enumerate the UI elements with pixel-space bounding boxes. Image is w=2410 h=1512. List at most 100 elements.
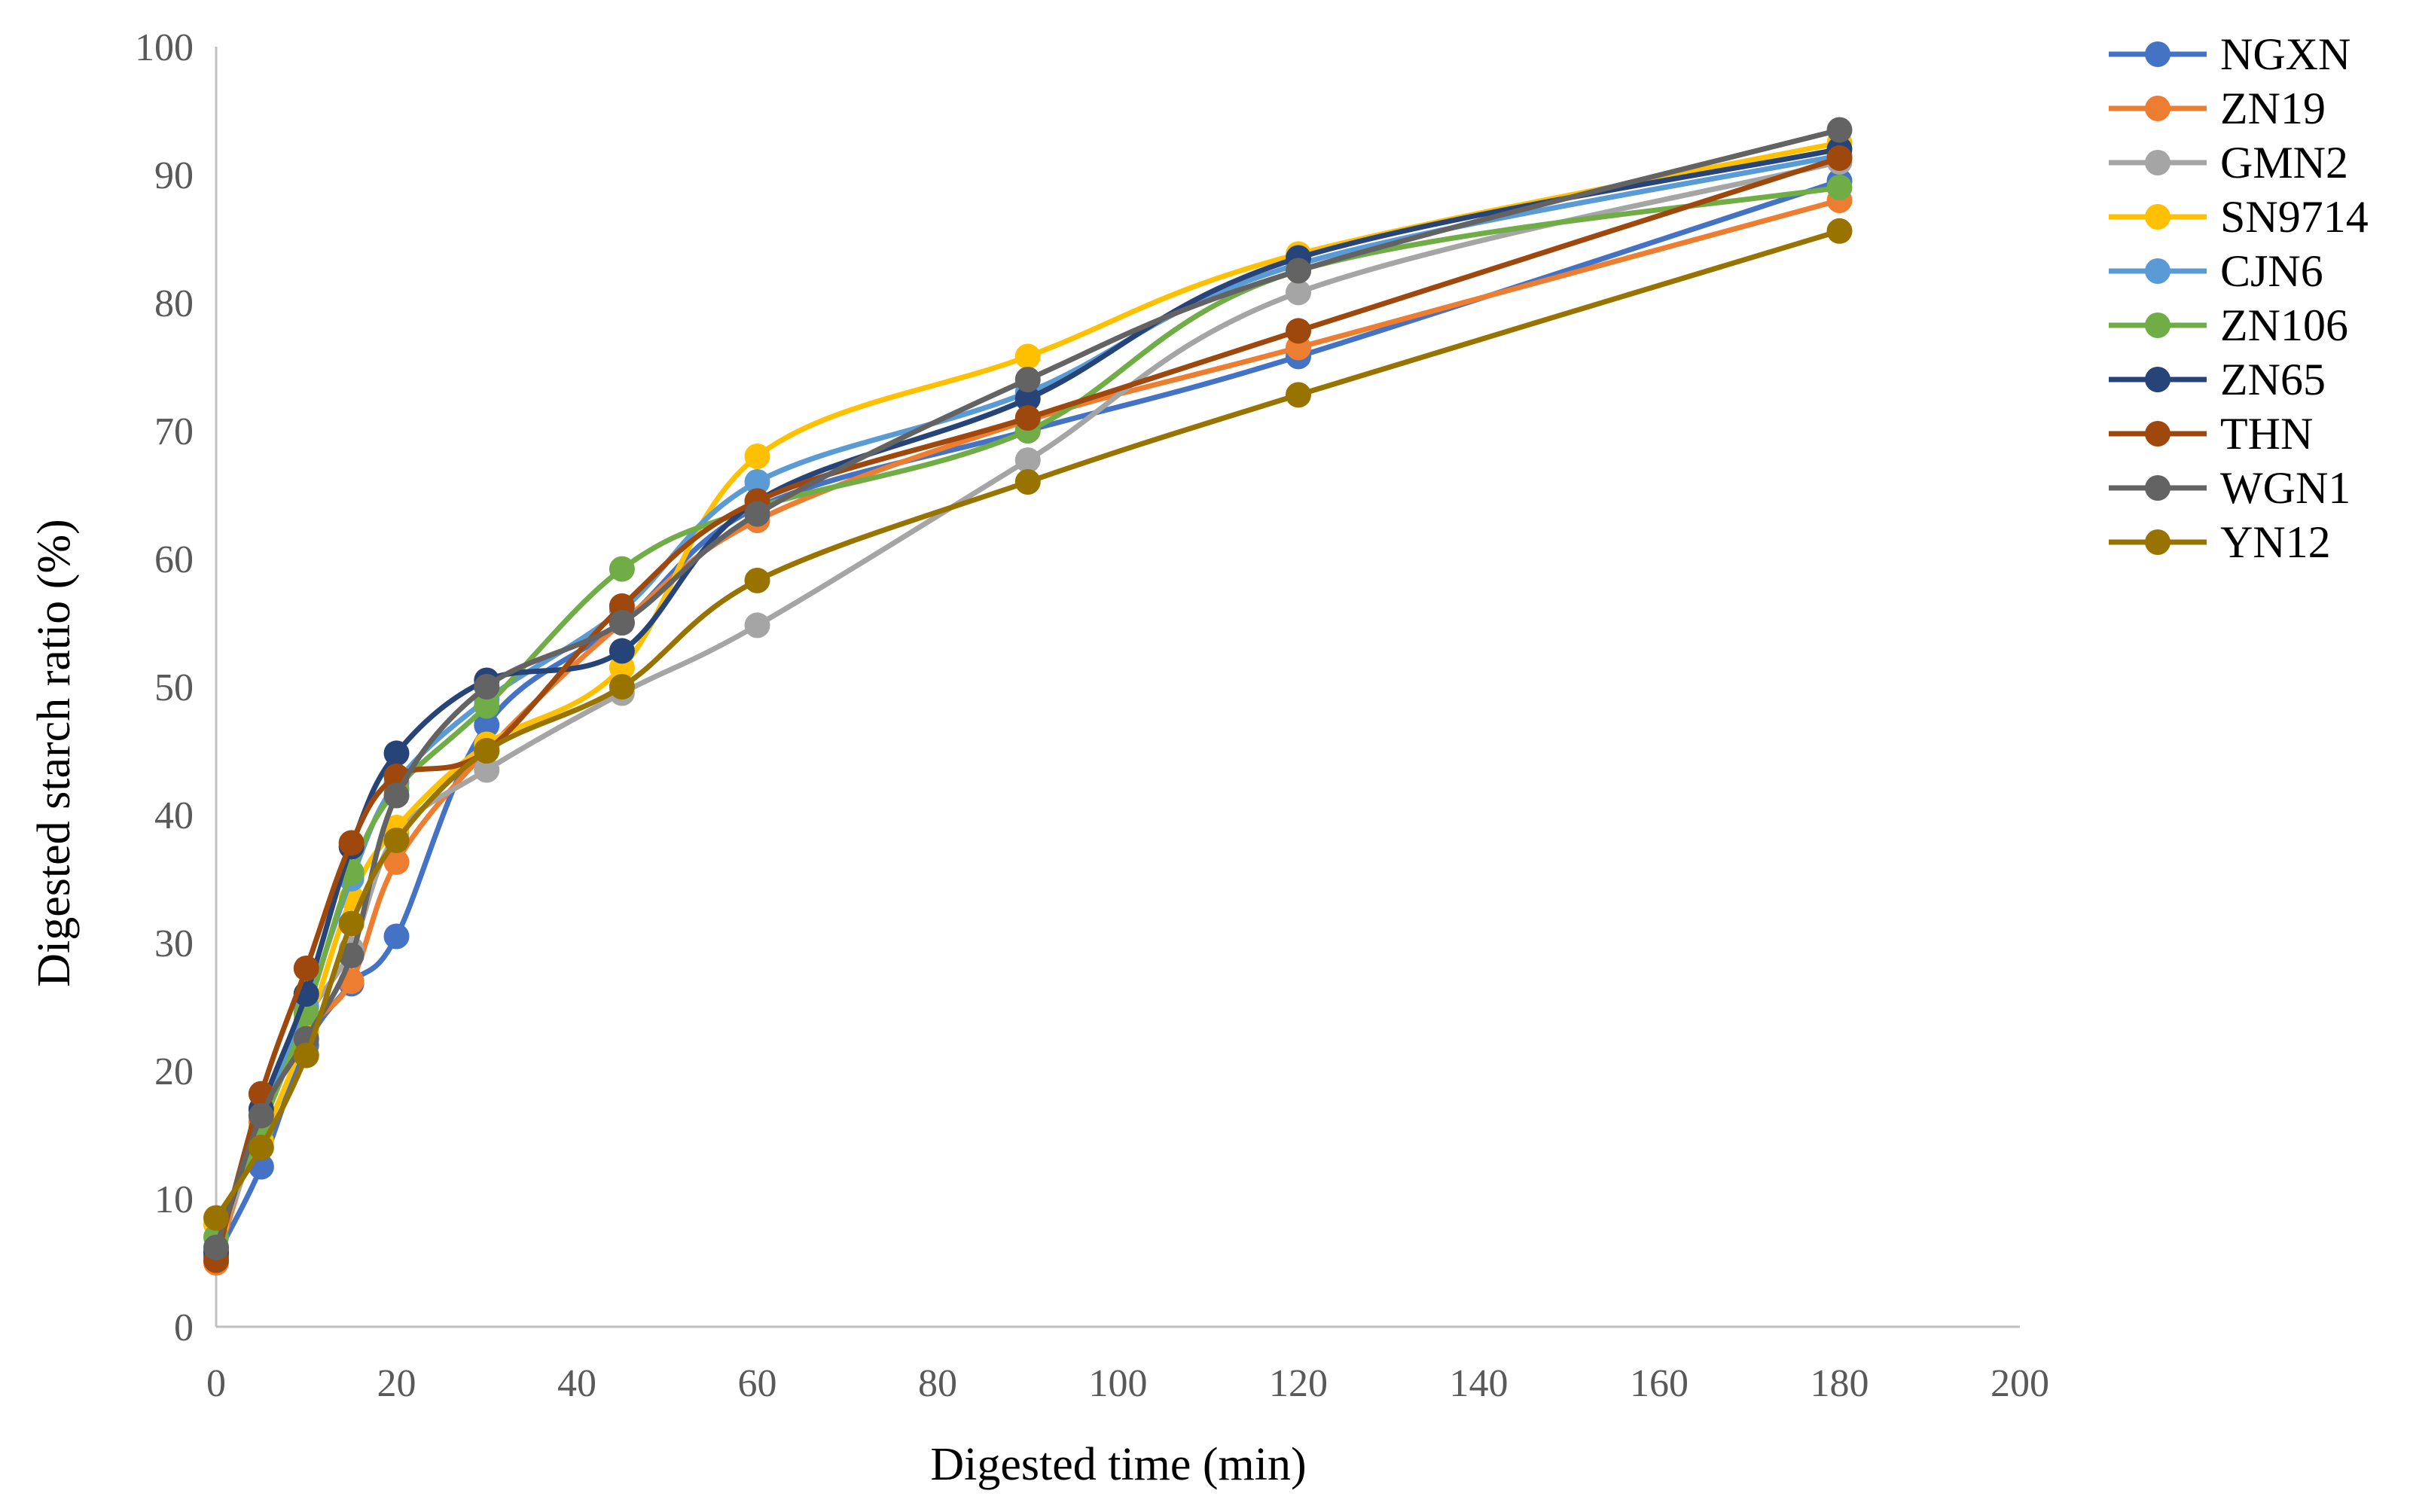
- legend-item-thn: THN: [2109, 409, 2313, 459]
- data-point-wgn1: [203, 1234, 229, 1261]
- legend-item-gmn2: GMN2: [2109, 138, 2348, 187]
- x-tick-label: 0: [206, 1362, 226, 1405]
- legend-swatch-marker: [2145, 96, 2171, 121]
- data-point-cjn6: [744, 469, 770, 495]
- y-tick-label: 100: [135, 26, 194, 69]
- data-point-wgn1: [338, 943, 365, 968]
- legend-label: THN: [2220, 409, 2313, 459]
- data-point-yn12: [1826, 218, 1853, 244]
- data-point-yn12: [293, 1042, 319, 1068]
- x-tick-label: 100: [1089, 1362, 1148, 1405]
- data-point-thn: [1286, 318, 1311, 344]
- x-tick-label: 140: [1450, 1362, 1509, 1405]
- legend-swatch-marker: [2145, 421, 2171, 447]
- data-point-thn: [1014, 405, 1041, 431]
- legend-item-yn12: YN12: [2109, 517, 2331, 567]
- data-point-yn12: [1014, 469, 1041, 495]
- data-point-wgn1: [1826, 117, 1853, 143]
- data-point-sn9714: [1014, 343, 1041, 370]
- data-point-sn9714: [744, 444, 770, 469]
- x-tick-label: 60: [738, 1362, 777, 1405]
- legend-label: ZN106: [2220, 300, 2348, 350]
- legend-label: ZN65: [2220, 355, 2326, 404]
- series-sn9714: [203, 130, 1853, 1237]
- data-point-thn: [338, 830, 365, 856]
- x-tick-label: 180: [1811, 1362, 1869, 1405]
- series-line-wgn1: [213, 127, 1842, 1251]
- data-point-thn: [1826, 145, 1853, 171]
- data-point-wgn1: [474, 674, 500, 700]
- data-point-zn65: [1014, 386, 1041, 412]
- series-line-cjn6: [213, 153, 1842, 1253]
- data-point-zn106: [609, 556, 635, 582]
- data-point-wgn1: [1286, 258, 1311, 284]
- data-point-zn106: [474, 693, 500, 719]
- x-tick-label: 80: [918, 1362, 957, 1405]
- legend-item-zn19: ZN19: [2109, 84, 2326, 133]
- legend-item-zn106: ZN106: [2109, 300, 2348, 350]
- x-tick-label: 20: [377, 1362, 416, 1405]
- legend-swatch-marker: [2145, 529, 2171, 555]
- data-point-gmn2: [1286, 279, 1311, 306]
- series-line-zn65: [213, 146, 1842, 1255]
- series-yn12: [203, 218, 1853, 1231]
- x-tick-label: 200: [1991, 1362, 2049, 1405]
- x-tick-label: 40: [557, 1362, 596, 1405]
- legend-label: YN12: [2220, 517, 2331, 567]
- data-point-yn12: [1286, 382, 1311, 408]
- data-point-wgn1: [1014, 367, 1041, 392]
- data-point-yn12: [609, 674, 635, 700]
- legend-label: WGN1: [2220, 463, 2351, 513]
- data-point-wgn1: [248, 1102, 274, 1129]
- series-zn106: [203, 175, 1853, 1250]
- data-point-ngxn: [474, 712, 500, 738]
- data-point-yn12: [474, 738, 500, 764]
- x-tick-label: 160: [1630, 1362, 1689, 1405]
- series-gmn2: [203, 149, 1853, 1263]
- data-point-wgn1: [744, 501, 770, 527]
- legend-label: GMN2: [2220, 138, 2348, 187]
- data-point-yn12: [248, 1135, 274, 1160]
- series-line-gmn2: [213, 159, 1842, 1253]
- series-zn65: [203, 136, 1853, 1266]
- y-tick-label: 60: [154, 538, 194, 581]
- legend-swatch-marker: [2145, 41, 2171, 67]
- axes: 0 10 20 30 40 50 60 70 80 90 100 0 20 40 60 80 100 120 140…: [135, 26, 2049, 1405]
- y-tick-label: 80: [154, 282, 194, 325]
- legend-label: CJN6: [2220, 246, 2323, 296]
- y-tick-label: 20: [154, 1050, 194, 1093]
- legend-item-cjn6: CJN6: [2109, 246, 2323, 296]
- legend-swatch-marker: [2145, 475, 2171, 501]
- legend-swatch-marker: [2145, 150, 2171, 175]
- data-point-yn12: [203, 1205, 229, 1231]
- legend-item-wgn1: WGN1: [2109, 463, 2351, 513]
- y-tick-label: 50: [154, 666, 194, 709]
- series-thn: [203, 145, 1853, 1273]
- data-point-zn106: [1826, 175, 1853, 200]
- data-point-thn: [293, 956, 319, 981]
- y-tick-label: 70: [154, 410, 194, 453]
- data-point-wgn1: [609, 610, 635, 636]
- data-point-ngxn: [383, 923, 410, 950]
- legend-item-sn9714: SN9714: [2109, 192, 2369, 242]
- legend-swatch-marker: [2145, 204, 2171, 230]
- y-tick-label: 40: [154, 794, 194, 837]
- data-point-zn19: [383, 849, 410, 875]
- data-point-yn12: [383, 828, 410, 853]
- legend-swatch-marker: [2145, 312, 2171, 338]
- x-axis-title: Digested time (min): [930, 1439, 1306, 1490]
- data-point-gmn2: [474, 757, 500, 783]
- legend-swatch-marker: [2145, 258, 2171, 284]
- data-point-zn65: [383, 740, 410, 767]
- x-tick-label: 120: [1269, 1362, 1328, 1405]
- data-point-yn12: [338, 910, 365, 937]
- legend-item-zn65: ZN65: [2109, 355, 2326, 404]
- legend-label: SN9714: [2220, 192, 2369, 242]
- legend-label: ZN19: [2220, 84, 2326, 133]
- y-tick-label: 10: [154, 1178, 194, 1221]
- legend-item-ngxn: NGXN: [2109, 29, 2351, 79]
- legend-swatch-marker: [2145, 367, 2171, 392]
